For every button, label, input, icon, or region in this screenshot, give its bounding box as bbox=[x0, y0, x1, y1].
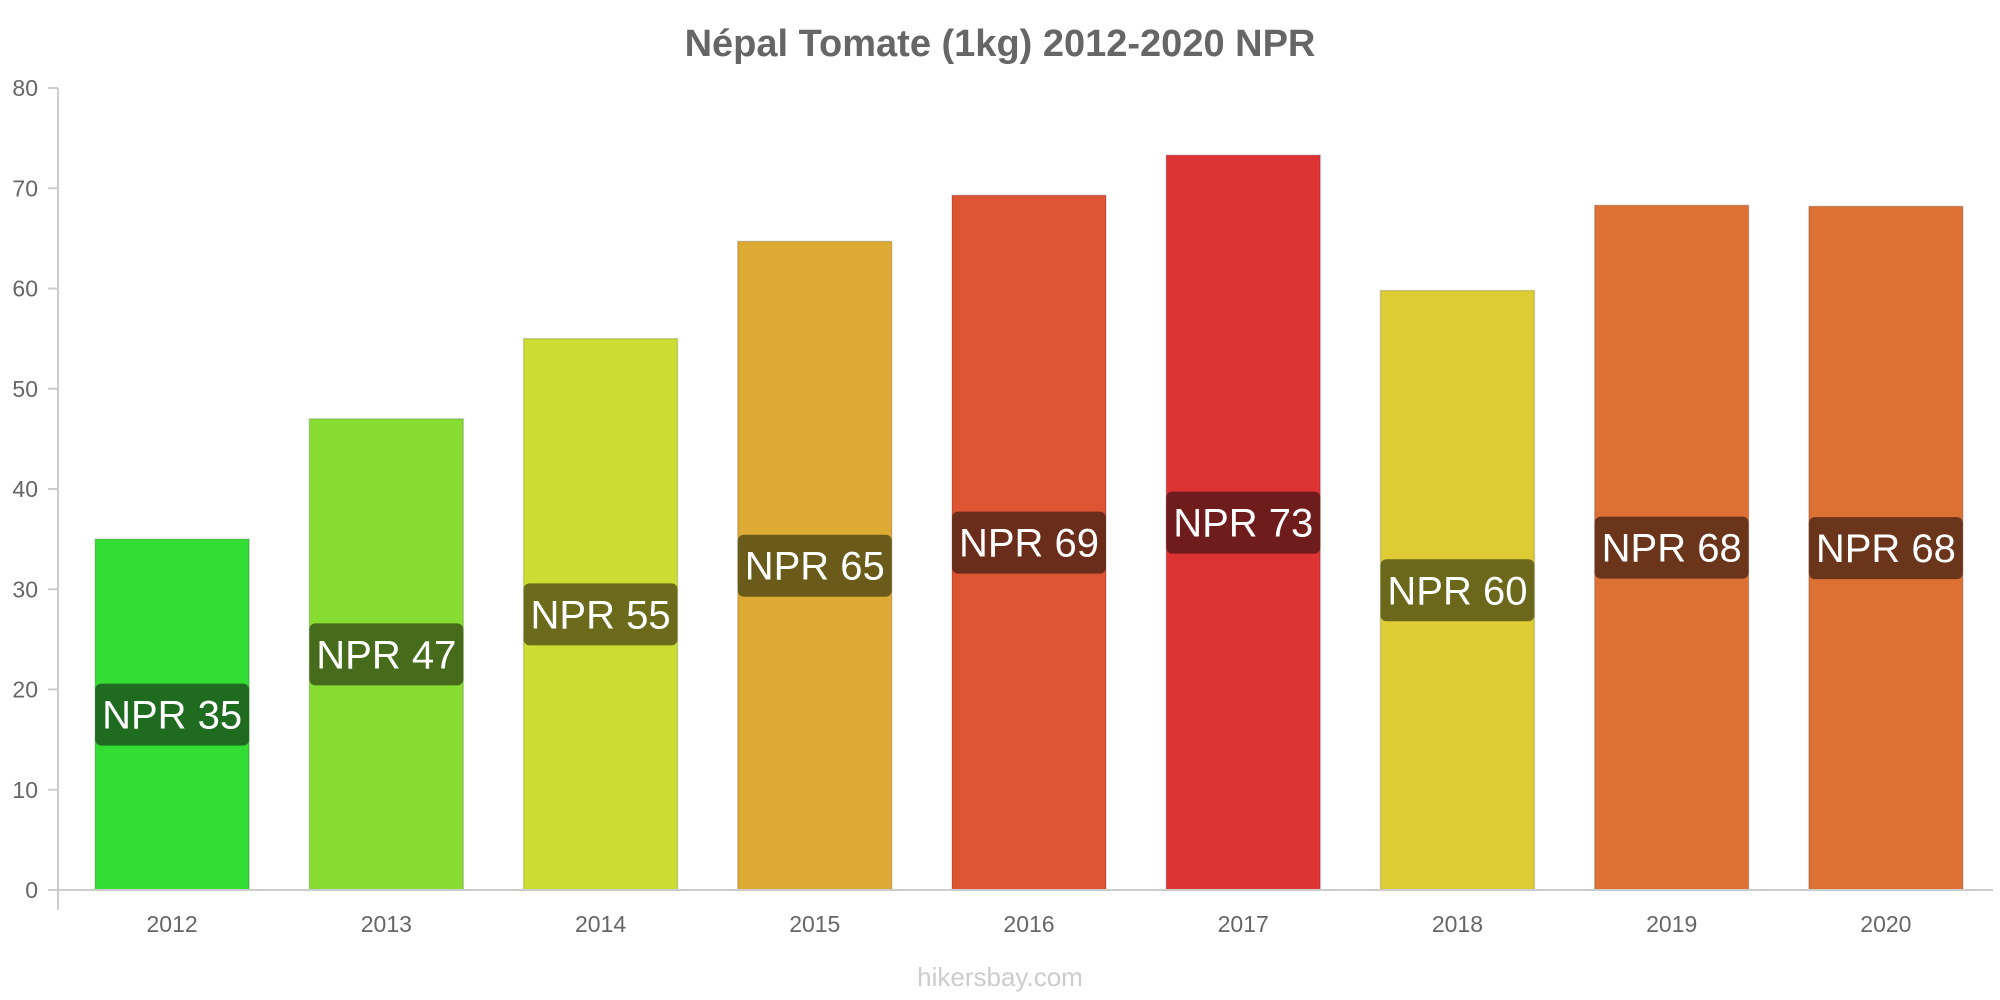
y-tick-label: 50 bbox=[12, 376, 38, 402]
x-axis: 2012 2013 2014 2015 2016 2017 2018 2019 2020 bbox=[58, 889, 1993, 937]
x-tick-label: 2020 bbox=[1860, 911, 1911, 937]
data-label: NPR 68 bbox=[1816, 527, 1956, 571]
data-label: NPR 55 bbox=[531, 593, 671, 637]
x-tick-label: 2019 bbox=[1646, 911, 1697, 937]
y-tick-label: 40 bbox=[12, 476, 38, 502]
data-label-background bbox=[737, 534, 892, 597]
y-tick-label: 0 bbox=[25, 877, 38, 903]
data-label-background bbox=[523, 583, 678, 646]
data-label: NPR 60 bbox=[1387, 569, 1527, 613]
data-label-background bbox=[1166, 491, 1321, 554]
x-tick-label: 2012 bbox=[147, 911, 198, 937]
bar-group: NPR 35 bbox=[94, 538, 250, 891]
bar-group: NPR 73 bbox=[1165, 154, 1321, 891]
x-tick-label: 2014 bbox=[575, 911, 626, 937]
y-axis: 0 10 20 30 40 50 60 70 80 bbox=[12, 75, 59, 910]
data-label-background bbox=[1594, 516, 1749, 579]
x-tick-label: 2018 bbox=[1432, 911, 1483, 937]
chart-title: Népal Tomate (1kg) 2012-2020 NPR bbox=[685, 23, 1316, 65]
y-tick-label: 80 bbox=[12, 75, 38, 101]
bar-group: NPR 65 bbox=[737, 240, 893, 891]
data-label-background bbox=[309, 623, 464, 686]
x-tick-label: 2013 bbox=[361, 911, 412, 937]
y-tick-label: 10 bbox=[12, 777, 38, 803]
bar-group: NPR 69 bbox=[951, 194, 1107, 891]
y-tick-label: 20 bbox=[12, 677, 38, 703]
data-label-background bbox=[952, 511, 1106, 574]
y-tick-label: 60 bbox=[12, 276, 38, 302]
data-label: NPR 65 bbox=[745, 545, 885, 589]
bar-group: NPR 55 bbox=[522, 337, 679, 891]
bar-group: NPR 47 bbox=[308, 418, 465, 891]
data-label-background bbox=[95, 683, 250, 746]
x-tick-label: 2017 bbox=[1218, 911, 1269, 937]
data-label: NPR 35 bbox=[102, 694, 242, 738]
bar-group: NPR 68 bbox=[1808, 205, 1964, 891]
data-label-background bbox=[1380, 559, 1535, 622]
bar-group: NPR 60 bbox=[1379, 289, 1536, 891]
data-label: NPR 73 bbox=[1173, 502, 1313, 546]
bar-series: NPR 35 NPR 47 NPR 55 NPR 65 NPR 69 NPR 73 NPR … bbox=[94, 154, 1964, 891]
data-label: NPR 68 bbox=[1602, 527, 1742, 571]
x-tick-label: 2016 bbox=[1003, 911, 1054, 937]
data-label: NPR 69 bbox=[959, 522, 1099, 566]
data-label: NPR 47 bbox=[316, 633, 456, 677]
y-tick-label: 30 bbox=[12, 576, 38, 602]
watermark: hikersbay.com bbox=[917, 962, 1083, 992]
y-tick-label: 70 bbox=[12, 175, 38, 201]
x-tick-label: 2015 bbox=[789, 911, 840, 937]
bar-group: NPR 68 bbox=[1593, 204, 1750, 891]
data-label-background bbox=[1808, 517, 1963, 580]
